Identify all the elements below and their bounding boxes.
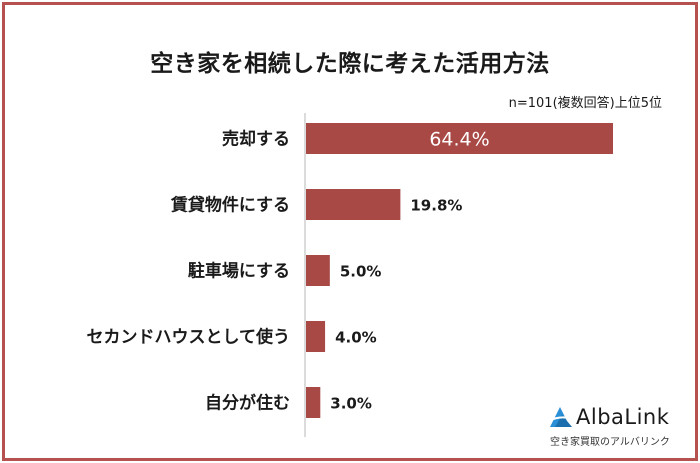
category-label: 駐車場にする <box>188 261 290 282</box>
data-label: 3.0% <box>330 395 372 413</box>
category-label: 賃貸物件にする <box>170 195 290 216</box>
bar <box>306 321 326 352</box>
data-label: 64.4% <box>429 129 489 151</box>
bar <box>306 189 401 220</box>
albalink-logo-mark-icon <box>548 407 574 427</box>
category-label: セカンドハウスとして使う <box>87 327 291 348</box>
bar <box>306 387 321 418</box>
sample-note: n=101(複数回答)上位5位 <box>508 96 662 111</box>
bar <box>306 255 330 286</box>
albalink-logo: AlbaLink 空き家買取のアルバリンク <box>548 405 688 453</box>
bars-layer: 売却する 64.4% 賃貸物件にする 19.8% 駐車場にする 5.0% セカンドハウスとし… <box>87 123 613 418</box>
logo-tagline: 空き家買取のアルバリンク <box>550 437 670 448</box>
bar <box>306 123 613 154</box>
data-label: 4.0% <box>335 329 377 347</box>
data-label: 5.0% <box>340 263 382 281</box>
chart-title: 空き家を相続した際に考えた活用方法 <box>150 51 550 77</box>
category-label: 自分が住む <box>205 393 290 414</box>
category-label: 売却する <box>222 129 290 150</box>
data-label: 19.8% <box>410 197 462 215</box>
logo-name: AlbaLink <box>576 405 670 429</box>
